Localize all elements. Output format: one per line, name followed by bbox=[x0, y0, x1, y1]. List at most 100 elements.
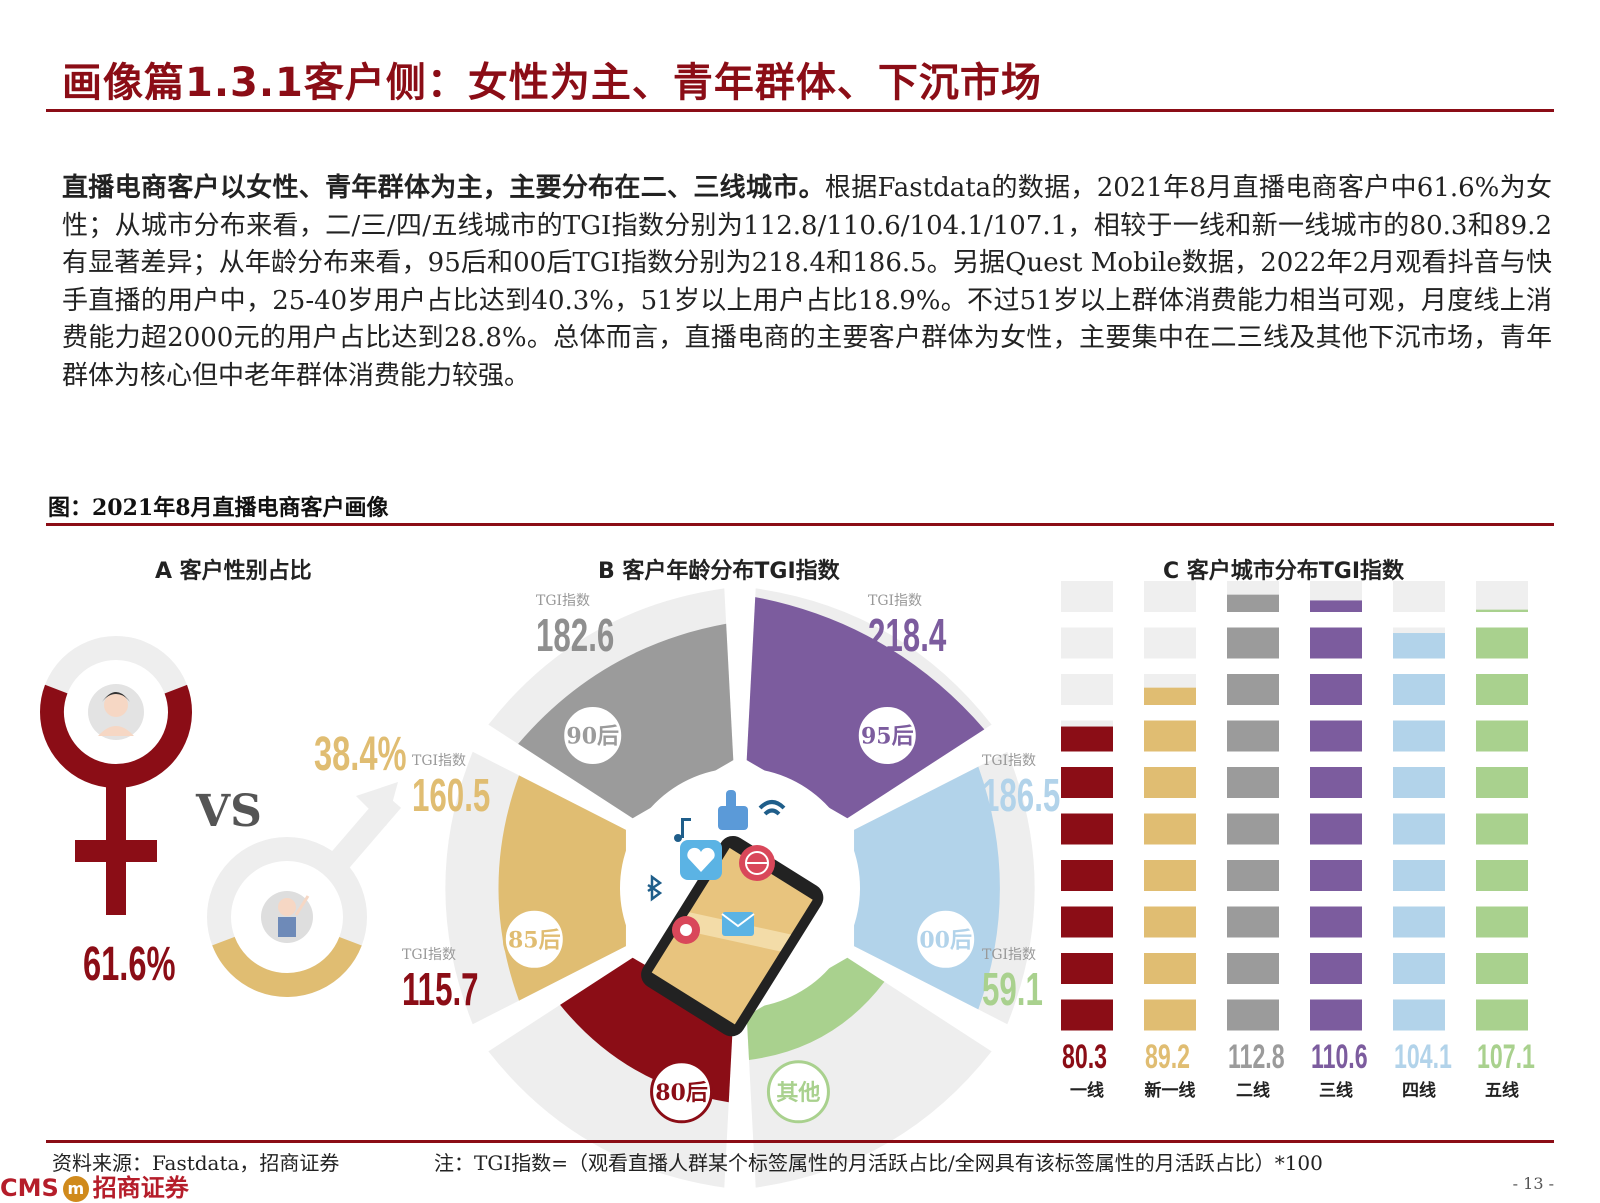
city-block-三线 bbox=[1310, 767, 1362, 798]
city-tier-label: 三线 bbox=[1319, 1081, 1353, 1101]
city-block-二线 bbox=[1227, 594, 1279, 612]
city-block-二线 bbox=[1227, 999, 1279, 1031]
age-badge bbox=[502, 907, 566, 971]
city-block-三线 bbox=[1310, 860, 1362, 891]
bluetooth-icon bbox=[647, 874, 663, 902]
page-number: - 13 - bbox=[1512, 1174, 1554, 1193]
title-divider bbox=[46, 109, 1554, 112]
tgi-caption: TGI指数 bbox=[868, 593, 923, 609]
panel-c-title: C 客户城市分布TGI指数 bbox=[1163, 559, 1405, 584]
city-block-一线 bbox=[1061, 726, 1113, 752]
city-block-新一线 bbox=[1144, 813, 1196, 845]
city-block-新一线 bbox=[1144, 906, 1196, 938]
tgi-caption: TGI指数 bbox=[982, 753, 1037, 769]
city-block-三线 bbox=[1310, 999, 1362, 1031]
age-badge bbox=[914, 907, 978, 971]
body-text: 根据Fastdata的数据，2021年8月直播电商客户中61.6%为女性；从城市… bbox=[62, 173, 1552, 391]
city-block-二线 bbox=[1227, 953, 1279, 984]
city-tier-label: 五线 bbox=[1485, 1081, 1519, 1101]
city-block-一线 bbox=[1061, 813, 1113, 845]
age-tgi-value: 59.1 bbox=[982, 963, 1043, 1015]
city-block-四线 bbox=[1393, 860, 1445, 891]
age-tgi-value: 186.5 bbox=[982, 769, 1061, 821]
age-category-label: 85后 bbox=[508, 927, 561, 953]
city-block-bg bbox=[1061, 674, 1113, 705]
city-block-四线 bbox=[1393, 720, 1445, 752]
city-block-三线 bbox=[1310, 674, 1362, 705]
city-block-四线 bbox=[1393, 674, 1445, 705]
city-block-二线 bbox=[1227, 767, 1279, 798]
city-tgi-value: 107.1 bbox=[1477, 1038, 1535, 1076]
panel-a-title: A 客户性别占比 bbox=[155, 559, 312, 584]
tgi-caption: TGI指数 bbox=[536, 593, 591, 609]
tgi-caption: TGI指数 bbox=[982, 947, 1037, 963]
age-category-label: 其他 bbox=[776, 1080, 820, 1106]
city-block-bg bbox=[1061, 581, 1113, 612]
male-share-label: 38.4% bbox=[314, 728, 407, 781]
male-symbol-icon bbox=[207, 782, 402, 997]
city-block-四线 bbox=[1393, 953, 1445, 984]
city-block-五线 bbox=[1476, 674, 1528, 705]
city-tgi-value: 104.1 bbox=[1394, 1038, 1452, 1076]
age-tgi-value: 218.4 bbox=[868, 609, 947, 661]
age-badge bbox=[650, 1060, 714, 1124]
city-block-四线 bbox=[1393, 767, 1445, 798]
city-tgi-value: 80.3 bbox=[1062, 1038, 1108, 1076]
age-category-label: 90后 bbox=[566, 723, 619, 749]
city-tgi-value: 112.8 bbox=[1228, 1038, 1285, 1076]
city-block-三线 bbox=[1310, 600, 1362, 612]
city-block-五线 bbox=[1476, 720, 1528, 752]
age-badge bbox=[766, 1060, 830, 1124]
city-block-一线 bbox=[1061, 906, 1113, 938]
city-block-三线 bbox=[1310, 813, 1362, 845]
city-block-bg bbox=[1144, 581, 1196, 612]
wifi-icon bbox=[758, 800, 786, 816]
footer-divider bbox=[46, 1140, 1554, 1143]
age-tgi-value: 160.5 bbox=[412, 769, 491, 821]
page-title: 画像篇1.3.1客户侧：女性为主、青年群体、下沉市场 bbox=[62, 60, 1042, 106]
age-sector-其他 bbox=[746, 957, 885, 1060]
age-badge bbox=[855, 703, 919, 767]
age-category-label: 95后 bbox=[861, 723, 914, 749]
tgi-definition-note: 注：TGI指数=（观看直播人群某个标签属性的月活跃占比/全网具有该标签属性的月活… bbox=[434, 1151, 1323, 1175]
body-lead: 直播电商客户以女性、青年群体为主，主要分布在二、三线城市。 bbox=[62, 173, 825, 203]
age-sector-90后 bbox=[518, 623, 734, 819]
city-block-二线 bbox=[1227, 674, 1279, 705]
city-block-一线 bbox=[1061, 860, 1113, 891]
age-tgi-value: 182.6 bbox=[536, 609, 615, 661]
city-tgi-value: 89.2 bbox=[1145, 1038, 1191, 1076]
city-block-五线 bbox=[1476, 627, 1528, 659]
city-block-二线 bbox=[1227, 720, 1279, 752]
globe-icon bbox=[739, 845, 775, 881]
city-tier-label: 新一线 bbox=[1144, 1081, 1196, 1101]
city-block-bg bbox=[1144, 627, 1196, 659]
city-block-二线 bbox=[1227, 627, 1279, 659]
city-block-新一线 bbox=[1144, 687, 1196, 705]
age-sector-00后 bbox=[854, 766, 1000, 1010]
city-block-五线 bbox=[1476, 860, 1528, 891]
city-block-五线 bbox=[1476, 953, 1528, 984]
city-block-新一线 bbox=[1144, 860, 1196, 891]
city-block-四线 bbox=[1393, 906, 1445, 938]
music-note-icon bbox=[674, 818, 691, 842]
figure-title: 图：2021年8月直播电商客户画像 bbox=[48, 495, 389, 521]
city-block-新一线 bbox=[1144, 953, 1196, 984]
panel-b-title: B 客户年龄分布TGI指数 bbox=[598, 559, 840, 584]
city-block-四线 bbox=[1393, 813, 1445, 845]
city-block-五线 bbox=[1476, 906, 1528, 938]
female-symbol-icon bbox=[40, 636, 192, 915]
age-category-label: 80后 bbox=[655, 1080, 708, 1106]
city-block-二线 bbox=[1227, 906, 1279, 938]
city-block-bg bbox=[1061, 627, 1113, 659]
city-block-bg bbox=[1393, 581, 1445, 612]
source-note: 资料来源：Fastdata，招商证券 bbox=[52, 1151, 340, 1175]
city-block-五线 bbox=[1476, 999, 1528, 1031]
city-block-四线 bbox=[1393, 633, 1445, 659]
gender-chart bbox=[40, 636, 402, 997]
city-block-新一线 bbox=[1144, 720, 1196, 752]
age-badge bbox=[561, 703, 625, 767]
city-block-一线 bbox=[1061, 999, 1113, 1031]
tgi-caption: TGI指数 bbox=[412, 753, 467, 769]
city-tier-label: 四线 bbox=[1402, 1081, 1436, 1101]
